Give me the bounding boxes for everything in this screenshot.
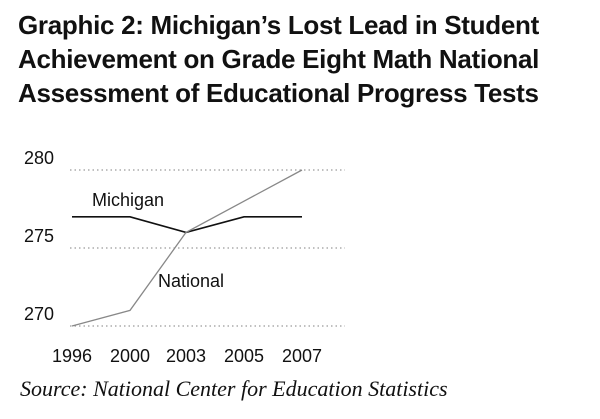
series-line-national — [71, 169, 303, 327]
series-label-michigan: Michigan — [92, 190, 164, 210]
series-label-national: National — [158, 271, 224, 291]
x-tick-label: 2000 — [110, 346, 150, 366]
x-tick-label: 2003 — [166, 346, 206, 366]
y-tick-label: 280 — [24, 148, 54, 168]
series-line-michigan — [72, 216, 302, 234]
gridlines — [70, 169, 345, 327]
y-tick-label: 275 — [24, 226, 54, 246]
source-note: Source: National Center for Education St… — [20, 376, 448, 401]
x-axis-tick-labels: 1996 2000 2003 2005 2007 — [52, 346, 322, 366]
x-tick-label: 2007 — [282, 346, 322, 366]
y-tick-label: 270 — [24, 304, 54, 324]
series-labels: Michigan National — [92, 190, 224, 291]
chart-title: Graphic 2: Michigan’s Lost Lead in Stude… — [18, 10, 540, 108]
x-tick-label: 2005 — [224, 346, 264, 366]
y-axis-tick-labels: 270 275 280 — [24, 148, 54, 324]
x-tick-label: 1996 — [52, 346, 92, 366]
series-lines — [71, 169, 303, 327]
